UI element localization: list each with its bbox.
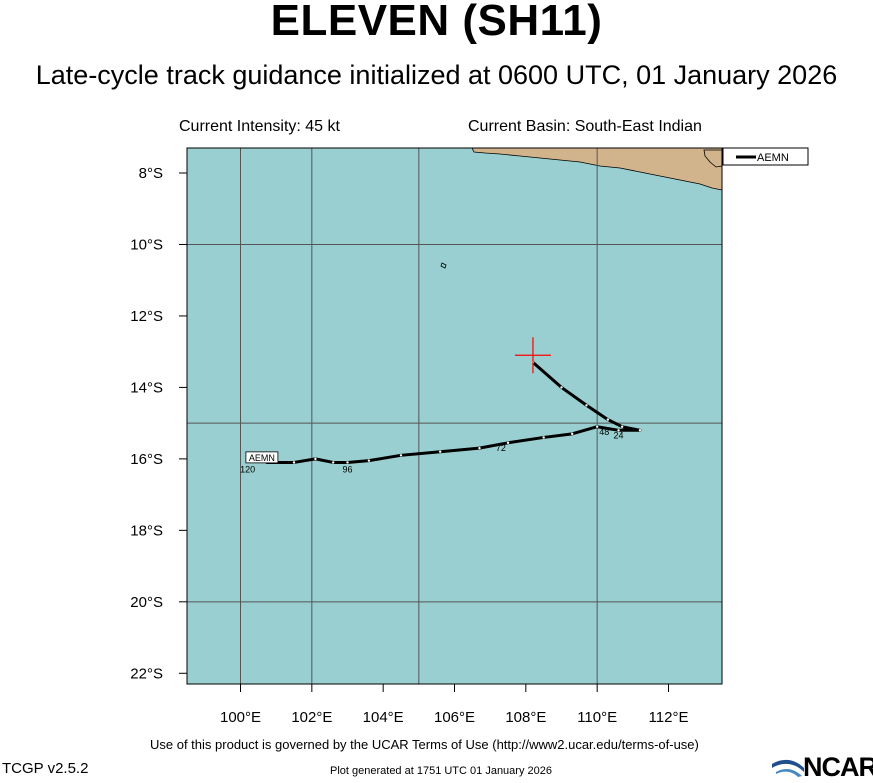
track-point	[606, 418, 610, 421]
map-axes: 100°E 102°E 104°E 106°E 108°E 110°E 112°E 8°S 10…	[130, 165, 688, 726]
tau-label: 120	[240, 465, 255, 475]
lon-tick-label: 106°E	[434, 709, 475, 726]
track-point	[560, 386, 563, 389]
guidance-subtitle: Late-cycle track guidance initialized at…	[35, 60, 838, 90]
lat-tick-label: 14°S	[130, 379, 163, 396]
land-java	[471, 148, 722, 191]
storm-title: ELEVEN (SH11)	[270, 0, 603, 45]
track-point	[367, 459, 371, 462]
track-point	[478, 446, 481, 450]
track-point	[346, 461, 349, 464]
track-point	[542, 436, 545, 439]
start-label-box	[245, 451, 279, 464]
lon-tick-label: 108°E	[505, 709, 546, 726]
track-point	[332, 461, 335, 464]
ocean-background	[187, 148, 722, 684]
track-point	[314, 457, 317, 461]
current-intensity: Current Intensity: 45 kt	[179, 118, 340, 135]
track-point	[506, 441, 510, 444]
lat-tick-label: 18°S	[130, 522, 163, 539]
lon-tick-label: 102°E	[291, 709, 332, 726]
track-point	[638, 429, 642, 432]
track-point	[571, 432, 574, 436]
ncar-logo-text: NCAR	[803, 752, 873, 782]
track-point	[585, 404, 588, 407]
lat-tick-label: 12°S	[130, 308, 163, 325]
ncar-logo-icon	[772, 759, 804, 777]
terms-of-use: Use of this product is governed by the U…	[150, 737, 699, 752]
start-label: AEMN	[249, 453, 275, 463]
current-position-marker	[514, 337, 551, 374]
lon-tick-label: 110°E	[577, 709, 617, 726]
tau-label: 72	[496, 443, 506, 453]
track-line	[265, 361, 642, 464]
track-point	[620, 425, 624, 428]
island-christmas	[440, 262, 447, 269]
legend-label-aemn: AEMN	[757, 152, 789, 164]
lat-tick-label: 16°S	[130, 451, 163, 468]
lat-tick-label: 22°S	[130, 665, 163, 682]
map-grid	[187, 148, 722, 684]
lat-tick-label: 8°S	[139, 165, 163, 182]
track-point	[292, 461, 296, 464]
land-small-island	[703, 149, 722, 168]
lon-tick-label: 112°E	[649, 709, 689, 726]
legend: AEMN	[722, 147, 809, 166]
track-point	[617, 429, 620, 432]
plot-generated: Plot generated at 1751 UTC 01 January 20…	[330, 765, 552, 777]
track-point	[439, 450, 442, 453]
tau-label: 48	[599, 427, 609, 437]
tau-label: 24	[614, 431, 624, 441]
lat-tick-label: 20°S	[130, 594, 163, 611]
legend-box	[722, 147, 809, 166]
track-point	[595, 425, 599, 428]
version-label: TCGP v2.5.2	[2, 760, 89, 777]
lon-tick-label: 100°E	[220, 709, 261, 726]
lat-tick-label: 10°S	[130, 236, 163, 253]
lon-tick-label: 104°E	[363, 709, 404, 726]
track-point	[399, 454, 403, 457]
tau-label: 96	[342, 465, 352, 475]
current-basin: Current Basin: South-East Indian	[468, 118, 702, 135]
